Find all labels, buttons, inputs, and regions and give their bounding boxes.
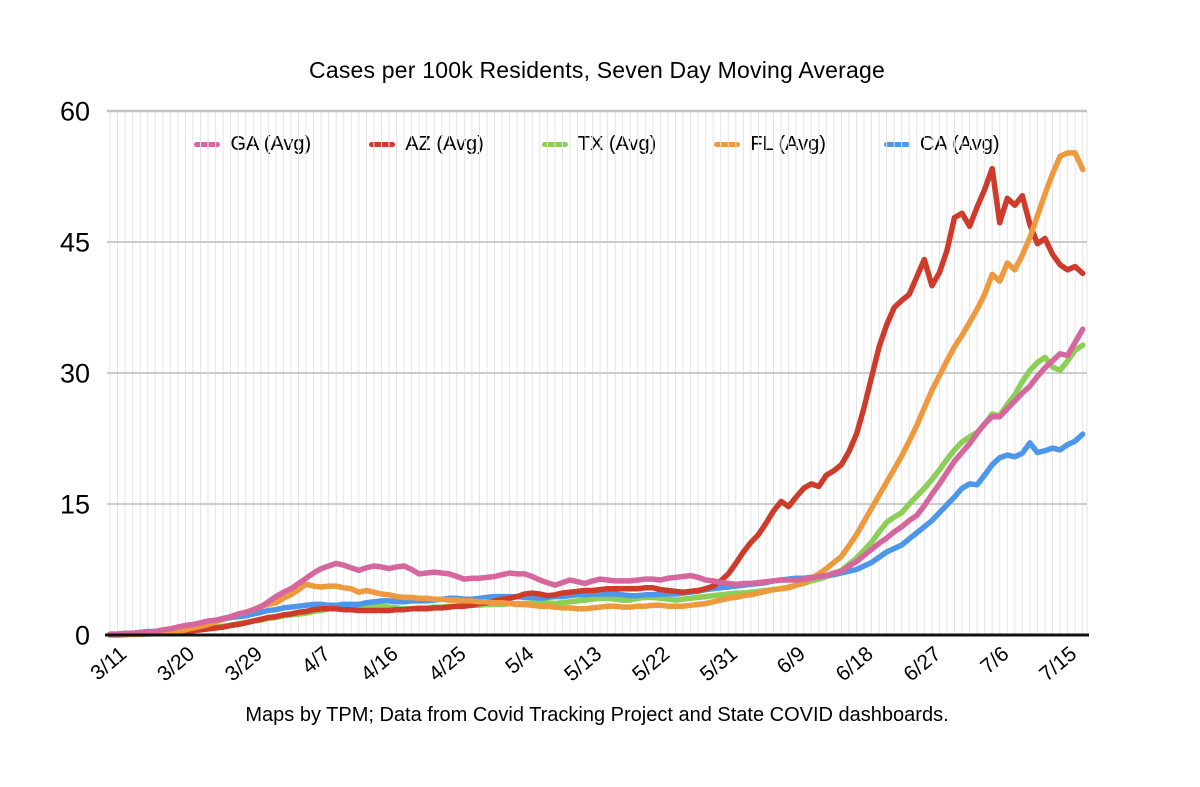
chart-title: Cases per 100k Residents, Seven Day Movi…	[309, 57, 885, 83]
x-tick-label: 5/31	[696, 642, 742, 686]
series-line-fl	[107, 150, 1086, 638]
x-tick-label: 6/27	[899, 642, 945, 686]
y-tick-label: 30	[60, 359, 90, 389]
x-tick-label: 4/7	[298, 642, 335, 678]
x-tick-label: 5/13	[560, 642, 606, 686]
x-tick-label: 3/29	[221, 642, 267, 686]
x-tick-label: 7/15	[1035, 642, 1081, 686]
x-tick-label: 5/22	[628, 642, 674, 686]
legend-swatch-ga	[194, 141, 221, 147]
y-tick-label: 60	[60, 97, 90, 127]
x-tick-label: 5/4	[501, 642, 538, 679]
x-tick-label: 4/16	[357, 642, 403, 686]
gridlines	[107, 109, 1088, 635]
legend-swatch-ca	[883, 141, 910, 147]
x-tick-label: 4/25	[424, 642, 470, 686]
x-tick-label: 6/9	[773, 642, 810, 678]
x-tick-label: 6/18	[832, 642, 878, 686]
series-line-ca	[107, 431, 1086, 637]
series-line-az	[107, 165, 1086, 638]
legend-label-tx: TX (Avg)	[577, 132, 657, 155]
legend-swatch-az	[369, 141, 396, 147]
y-tick-label: 45	[60, 228, 90, 258]
y-tick-label: 0	[75, 621, 90, 651]
x-tick-label: 3/11	[86, 642, 131, 685]
chart-footer: Maps by TPM; Data from Covid Tracking Pr…	[245, 704, 949, 726]
series-line-ga	[107, 326, 1086, 637]
x-tick-label: 7/6	[976, 642, 1013, 678]
x-tick-label: 3/20	[153, 642, 199, 686]
legend-swatch-fl	[714, 141, 741, 147]
y-tick-label: 15	[60, 490, 90, 520]
